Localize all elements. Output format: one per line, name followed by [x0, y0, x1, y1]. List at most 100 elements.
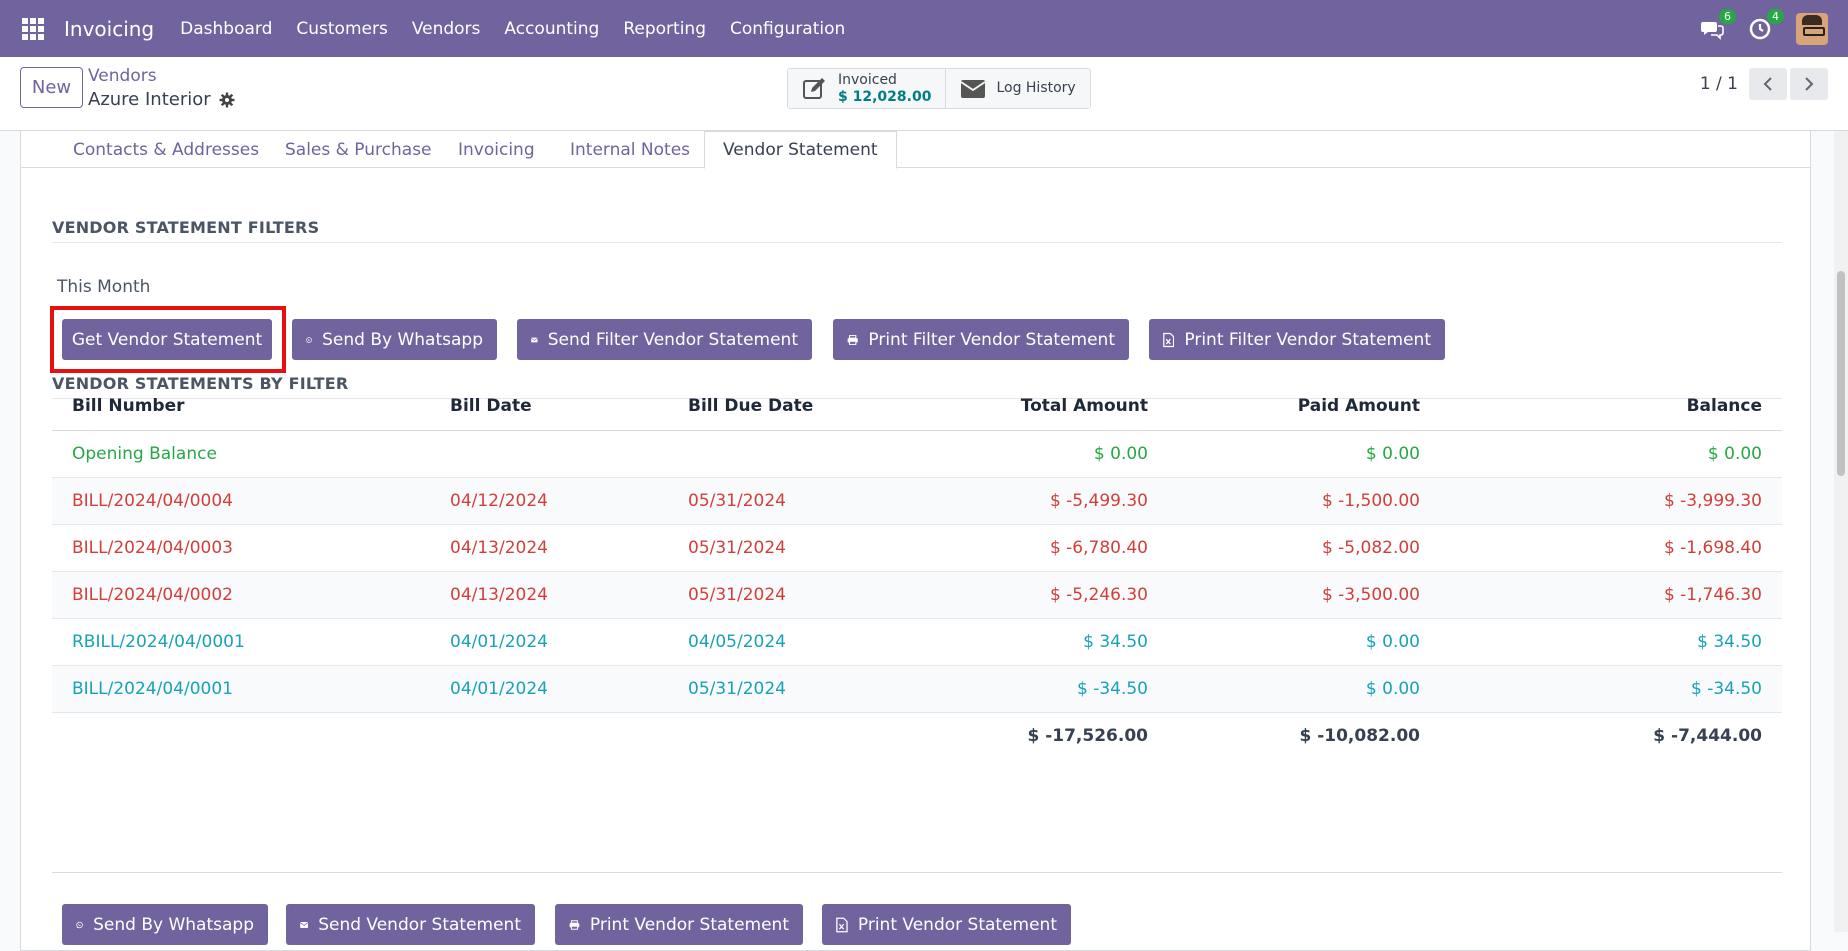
cell-total-amount: $ -5,246.30: [868, 571, 1168, 619]
invoiced-smart-button[interactable]: Invoiced $ 12,028.00: [788, 69, 946, 108]
cell-paid-amount: $ -1,500.00: [1168, 477, 1440, 525]
log-history-smart-button[interactable]: Log History: [945, 69, 1090, 108]
cell-balance: $ -34.50: [1440, 665, 1782, 713]
pager-value: 1 / 1: [1699, 74, 1738, 94]
messages-count-badge: 6: [1719, 8, 1736, 24]
cell-bill-due-date: [668, 430, 868, 478]
filters-section-title: VENDOR STATEMENT FILTERS: [52, 218, 320, 237]
form-sheet: Contacts & Addresses Sales & Purchase In…: [20, 131, 1811, 951]
cell-balance: $ -3,999.30: [1440, 477, 1782, 525]
cell-total-amount: $ 0.00: [868, 430, 1168, 478]
table-row[interactable]: RBILL/2024/04/0001 04/01/2024 04/05/2024…: [52, 618, 1782, 666]
tab-internal-notes[interactable]: Internal Notes: [570, 139, 691, 160]
chevron-left-icon: [1763, 77, 1772, 91]
cell-bill-date: 04/13/2024: [430, 571, 668, 619]
get-vendor-statement-button[interactable]: Get Vendor Statement: [62, 319, 272, 360]
tab-sales-purchase[interactable]: Sales & Purchase: [285, 139, 432, 160]
printer-icon: [847, 334, 858, 345]
excel-file-icon: [836, 917, 848, 932]
table-row[interactable]: BILL/2024/04/0002 04/13/2024 05/31/2024 …: [52, 571, 1782, 619]
messages-icon[interactable]: 6: [1700, 8, 1736, 41]
notebook-tabs: Contacts & Addresses Sales & Purchase In…: [21, 131, 1810, 169]
cell-bill-date: [430, 430, 668, 478]
cell-bill-due-date: 05/31/2024: [668, 524, 868, 572]
table-row[interactable]: BILL/2024/04/0003 04/13/2024 05/31/2024 …: [52, 524, 1782, 572]
paid-amount-sum: $ -10,082.00: [1299, 725, 1420, 746]
menu-accounting[interactable]: Accounting: [504, 18, 600, 39]
record-name: Azure Interior: [88, 89, 211, 110]
menu-reporting[interactable]: Reporting: [623, 18, 706, 39]
app-name[interactable]: Invoicing: [64, 16, 155, 41]
column-total-amount: Total Amount: [868, 382, 1168, 431]
cell-total-amount: $ -6,780.40: [868, 524, 1168, 572]
totals-row: $ -17,526.00 $ -10,082.00 $ -7,444.00: [52, 712, 1782, 759]
chevron-right-icon: [1805, 77, 1814, 91]
divider: [52, 872, 1782, 873]
send-by-whatsapp-button[interactable]: Send By Whatsapp: [62, 904, 268, 945]
cell-bill-number: Opening Balance: [52, 430, 430, 478]
cell-paid-amount: $ -3,500.00: [1168, 571, 1440, 619]
cell-bill-number: BILL/2024/04/0001: [52, 665, 430, 713]
log-history-label: Log History: [996, 80, 1076, 96]
menu-vendors[interactable]: Vendors: [411, 18, 481, 39]
menu-dashboard[interactable]: Dashboard: [180, 18, 273, 39]
table-row[interactable]: BILL/2024/04/0004 04/12/2024 05/31/2024 …: [52, 477, 1782, 525]
table-row[interactable]: BILL/2024/04/0001 04/01/2024 05/31/2024 …: [52, 665, 1782, 713]
tab-invoicing[interactable]: Invoicing: [458, 139, 535, 160]
cell-balance: $ 34.50: [1440, 618, 1782, 666]
table-row[interactable]: Opening Balance $ 0.00 $ 0.00 $ 0.00: [52, 430, 1782, 478]
pager-next-button[interactable]: [1790, 68, 1828, 100]
send-by-whatsapp-filter-label: Send By Whatsapp: [322, 329, 483, 350]
whatsapp-icon: [306, 336, 312, 343]
cell-bill-date: 04/01/2024: [430, 618, 668, 666]
send-vendor-statement-button[interactable]: Send Vendor Statement: [286, 904, 535, 945]
new-button[interactable]: New: [20, 67, 83, 108]
page-scrollbar[interactable]: [1834, 131, 1848, 932]
apps-menu-icon[interactable]: [22, 17, 44, 40]
menu-configuration[interactable]: Configuration: [730, 18, 846, 39]
cell-bill-date: 04/12/2024: [430, 477, 668, 525]
cell-total-amount: $ -34.50: [868, 665, 1168, 713]
scrollbar-thumb[interactable]: [1837, 271, 1845, 476]
total-amount-sum: $ -17,526.00: [1027, 725, 1148, 746]
cell-paid-amount: $ 0.00: [1168, 430, 1440, 478]
invoiced-label: Invoiced: [838, 71, 897, 88]
column-bill-number: Bill Number: [52, 382, 430, 431]
print-filter-vendor-statement-pdf-button[interactable]: Print Filter Vendor Statement: [833, 319, 1129, 360]
menu-customers[interactable]: Customers: [296, 18, 388, 39]
cell-balance: $ -1,698.40: [1440, 524, 1782, 572]
smart-buttons: Invoiced $ 12,028.00 Log History: [787, 68, 1091, 109]
print-vendor-statement-xls-button[interactable]: Print Vendor Statement: [822, 904, 1071, 945]
invoiced-value: $ 12,028.00: [838, 88, 932, 105]
column-paid-amount: Paid Amount: [1168, 382, 1440, 431]
tab-vendor-statement[interactable]: Vendor Statement: [704, 131, 897, 169]
send-filter-vendor-statement-button[interactable]: Send Filter Vendor Statement: [517, 319, 812, 360]
cell-paid-amount: $ 0.00: [1168, 665, 1440, 713]
column-bill-due-date: Bill Due Date: [668, 382, 868, 431]
breadcrumb-vendors[interactable]: Vendors: [88, 66, 157, 86]
table-header-row: Bill Number Bill Date Bill Due Date Tota…: [52, 382, 1782, 431]
activities-clock-icon[interactable]: 4: [1748, 8, 1784, 41]
excel-file-icon: [1163, 332, 1175, 347]
send-by-whatsapp-filter-button[interactable]: Send By Whatsapp: [292, 319, 497, 360]
cell-bill-date: 04/13/2024: [430, 524, 668, 572]
filter-period-label: This Month: [57, 277, 151, 297]
cell-bill-due-date: 05/31/2024: [668, 571, 868, 619]
print-vendor-statement-pdf-button[interactable]: Print Vendor Statement: [555, 904, 803, 945]
print-filter-vendor-statement-xls-button[interactable]: Print Filter Vendor Statement: [1149, 319, 1445, 360]
control-panel: New Vendors Azure Interior Invoiced $ 12…: [0, 57, 1848, 131]
print-filter-vendor-statement-xls-label: Print Filter Vendor Statement: [1184, 329, 1431, 350]
whatsapp-icon: [76, 921, 83, 928]
cell-balance: $ -1,746.30: [1440, 571, 1782, 619]
cell-bill-number: BILL/2024/04/0003: [52, 524, 430, 572]
highlight-box: [50, 306, 286, 373]
gear-icon[interactable]: [219, 92, 235, 108]
send-vendor-statement-label: Send Vendor Statement: [318, 914, 521, 935]
tab-contacts-addresses[interactable]: Contacts & Addresses: [73, 139, 260, 160]
cell-bill-date: 04/01/2024: [430, 665, 668, 713]
user-avatar[interactable]: [1796, 12, 1828, 45]
printer-icon: [569, 919, 580, 930]
pager-previous-button[interactable]: [1749, 68, 1787, 100]
vendor-statement-table: Bill Number Bill Date Bill Due Date Tota…: [52, 382, 1782, 759]
cell-bill-due-date: 05/31/2024: [668, 477, 868, 525]
